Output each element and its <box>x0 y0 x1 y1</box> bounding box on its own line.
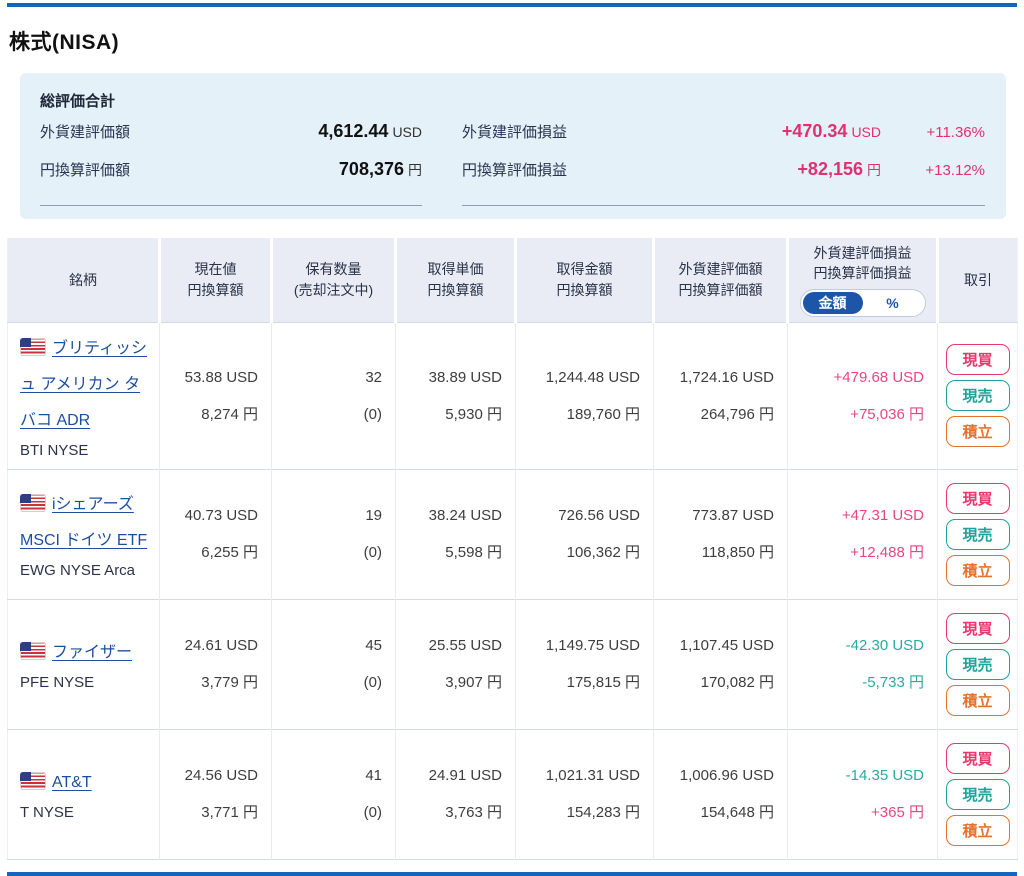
pl-cell: -42.30 USD -5,733 円 <box>787 598 938 729</box>
stock-ticker: EWG NYSE Arca <box>20 562 136 579</box>
fc-value: 4,612.44 <box>318 121 389 141</box>
header-valuation: 外貨建評価額 円換算評価額 <box>653 238 789 322</box>
jpy-pl-label: 円換算評価損益 <box>462 162 568 179</box>
summary-row-jpy-pl: 円換算評価損益 +82,156 円 +13.12% <box>462 159 985 197</box>
fc-value-unit: USD <box>392 124 422 140</box>
fc-pl-label: 外貨建評価損益 <box>462 124 568 141</box>
acquisition-amount-cell: 1,149.75 USD 175,815 円 <box>515 598 654 729</box>
stock-link[interactable]: ブリティッシュ アメリカン タバコ ADR <box>20 339 148 429</box>
table-row: iシェアーズ MSCI ドイツ ETF EWG NYSE Arca 40.73 … <box>7 468 1018 599</box>
jpy-value-label: 円換算評価額 <box>40 162 131 179</box>
unit-cost-cell: 38.89 USD 5,930 円 <box>395 321 516 469</box>
valuation-cell: 1,724.16 USD 264,796 円 <box>653 321 788 469</box>
cash-buy-button[interactable]: 現買 <box>945 612 1010 644</box>
summary-row-fc-pl: 外貨建評価損益 +470.34 USD +11.36% <box>462 121 985 159</box>
summary-pl-group: 外貨建評価損益 +470.34 USD +11.36% 円換算評価損益 +82,1… <box>462 121 985 206</box>
summary-row-fc-value: 外貨建評価額 4,612.44 USD <box>40 121 422 159</box>
pl-cell: -14.35 USD +365 円 <box>787 728 938 859</box>
header-unit-cost: 取得単価 円換算額 <box>395 238 517 322</box>
stock-ticker: PFE NYSE <box>20 674 95 691</box>
accumulate-button[interactable]: 積立 <box>945 814 1010 846</box>
jpy-pl-percent: +13.12% <box>925 162 985 179</box>
fc-pl-unit: USD <box>851 124 881 140</box>
cash-sell-button[interactable]: 現売 <box>945 778 1010 810</box>
accumulate-button[interactable]: 積立 <box>945 684 1010 716</box>
fc-pl-percent: +11.36% <box>926 124 985 141</box>
pl-display-toggle: 金額 % <box>799 288 926 317</box>
table-row: ファイザー PFE NYSE 24.61 USD 3,779 円 45 (0) 25… <box>7 598 1018 729</box>
summary-title: 総評価合計 <box>40 93 116 110</box>
stock-ticker: BTI NYSE <box>20 441 89 459</box>
current-price-cell: 24.61 USD 3,779 円 <box>159 598 272 729</box>
fc-pl-value: +470.34 <box>781 121 848 141</box>
us-flag-icon <box>20 642 46 660</box>
accumulate-button[interactable]: 積立 <box>945 416 1010 447</box>
table-row: AT&T T NYSE 24.56 USD 3,771 円 41 (0) 24.91… <box>7 728 1018 859</box>
header-trade: 取引 <box>937 238 1018 322</box>
jpy-value: 708,376 <box>338 159 404 179</box>
quantity-cell: 41 (0) <box>271 728 396 859</box>
table-row: ブリティッシュ アメリカン タバコ ADR BTI NYSE 53.88 USD… <box>7 321 1018 469</box>
summary-valuation-group: 外貨建評価額 4,612.44 USD 円換算評価額 708,376 円 <box>40 121 422 206</box>
acquisition-amount-cell: 1,244.48 USD 189,760 円 <box>515 321 654 469</box>
jpy-value-unit: 円 <box>408 162 422 178</box>
acquisition-amount-cell: 726.56 USD 106,362 円 <box>515 468 654 599</box>
valuation-cell: 1,006.96 USD 154,648 円 <box>653 728 788 859</box>
trade-buttons-cell: 現買 現売 積立 <box>937 728 1018 859</box>
summary-row-jpy-value: 円換算評価額 708,376 円 <box>40 159 422 197</box>
accumulate-button[interactable]: 積立 <box>945 554 1010 586</box>
header-symbol: 銘柄 <box>7 238 161 322</box>
page-title: 株式(NISA) <box>9 31 120 54</box>
trade-buttons-cell: 現買 現売 積立 <box>937 321 1018 469</box>
cash-buy-button[interactable]: 現買 <box>945 344 1010 375</box>
stock-link[interactable]: AT&T <box>52 774 92 791</box>
top-divider <box>7 3 1017 7</box>
stock-name-cell: ブリティッシュ アメリカン タバコ ADR BTI NYSE <box>7 321 160 469</box>
stock-name-cell: iシェアーズ MSCI ドイツ ETF EWG NYSE Arca <box>7 468 160 599</box>
header-quantity: 保有数量 (売却注文中) <box>271 238 397 322</box>
stock-link[interactable]: iシェアーズ MSCI ドイツ ETF <box>20 496 148 549</box>
us-flag-icon <box>20 772 46 790</box>
current-price-cell: 40.73 USD 6,255 円 <box>159 468 272 599</box>
total-valuation-summary: 総評価合計 外貨建評価額 4,612.44 USD 円換算評価額 708,376 円… <box>20 73 1006 219</box>
acquisition-amount-cell: 1,021.31 USD 154,283 円 <box>515 728 654 859</box>
header-current-price: 現在値 円換算額 <box>159 238 273 322</box>
header-pl: 外貨建評価損益 円換算評価損益 金額 % <box>787 238 939 322</box>
table-header-row: 銘柄 現在値 円換算額 保有数量 (売却注文中) 取得単価 円換算額 取得金額 円換算額… <box>7 238 1018 322</box>
stock-link[interactable]: ファイザー <box>52 644 133 661</box>
cash-sell-button[interactable]: 現売 <box>945 518 1010 550</box>
stock-ticker: T NYSE <box>20 804 74 821</box>
fc-value-label: 外貨建評価額 <box>40 124 131 141</box>
toggle-amount-button[interactable]: 金額 <box>802 291 863 314</box>
trade-buttons-cell: 現買 現売 積立 <box>937 468 1018 599</box>
cash-buy-button[interactable]: 現買 <box>945 482 1010 514</box>
pl-cell: +479.68 USD +75,036 円 <box>787 321 938 469</box>
current-price-cell: 53.88 USD 8,274 円 <box>159 321 272 469</box>
valuation-cell: 1,107.45 USD 170,082 円 <box>653 598 788 729</box>
current-price-cell: 24.56 USD 3,771 円 <box>159 728 272 859</box>
pl-cell: +47.31 USD +12,488 円 <box>787 468 938 599</box>
toggle-percent-button[interactable]: % <box>862 291 923 314</box>
unit-cost-cell: 25.55 USD 3,907 円 <box>395 598 516 729</box>
quantity-cell: 45 (0) <box>271 598 396 729</box>
unit-cost-cell: 24.91 USD 3,763 円 <box>395 728 516 859</box>
unit-cost-cell: 38.24 USD 5,598 円 <box>395 468 516 599</box>
cash-sell-button[interactable]: 現売 <box>945 648 1010 680</box>
stock-name-cell: ファイザー PFE NYSE <box>7 598 160 729</box>
valuation-cell: 773.87 USD 118,850 円 <box>653 468 788 599</box>
trade-buttons-cell: 現買 現売 積立 <box>937 598 1018 729</box>
us-flag-icon <box>20 337 46 356</box>
jpy-pl-unit: 円 <box>867 162 881 178</box>
stock-name-cell: AT&T T NYSE <box>7 728 160 859</box>
header-acquisition-amount: 取得金額 円換算額 <box>515 238 655 322</box>
cash-buy-button[interactable]: 現買 <box>945 742 1010 774</box>
cash-sell-button[interactable]: 現売 <box>945 380 1010 411</box>
holdings-table: 銘柄 現在値 円換算額 保有数量 (売却注文中) 取得単価 円換算額 取得金額 円換算額… <box>7 238 1018 860</box>
quantity-cell: 32 (0) <box>271 321 396 469</box>
jpy-pl-value: +82,156 <box>797 159 863 179</box>
us-flag-icon <box>20 494 46 512</box>
quantity-cell: 19 (0) <box>271 468 396 599</box>
bottom-divider <box>7 871 1017 876</box>
